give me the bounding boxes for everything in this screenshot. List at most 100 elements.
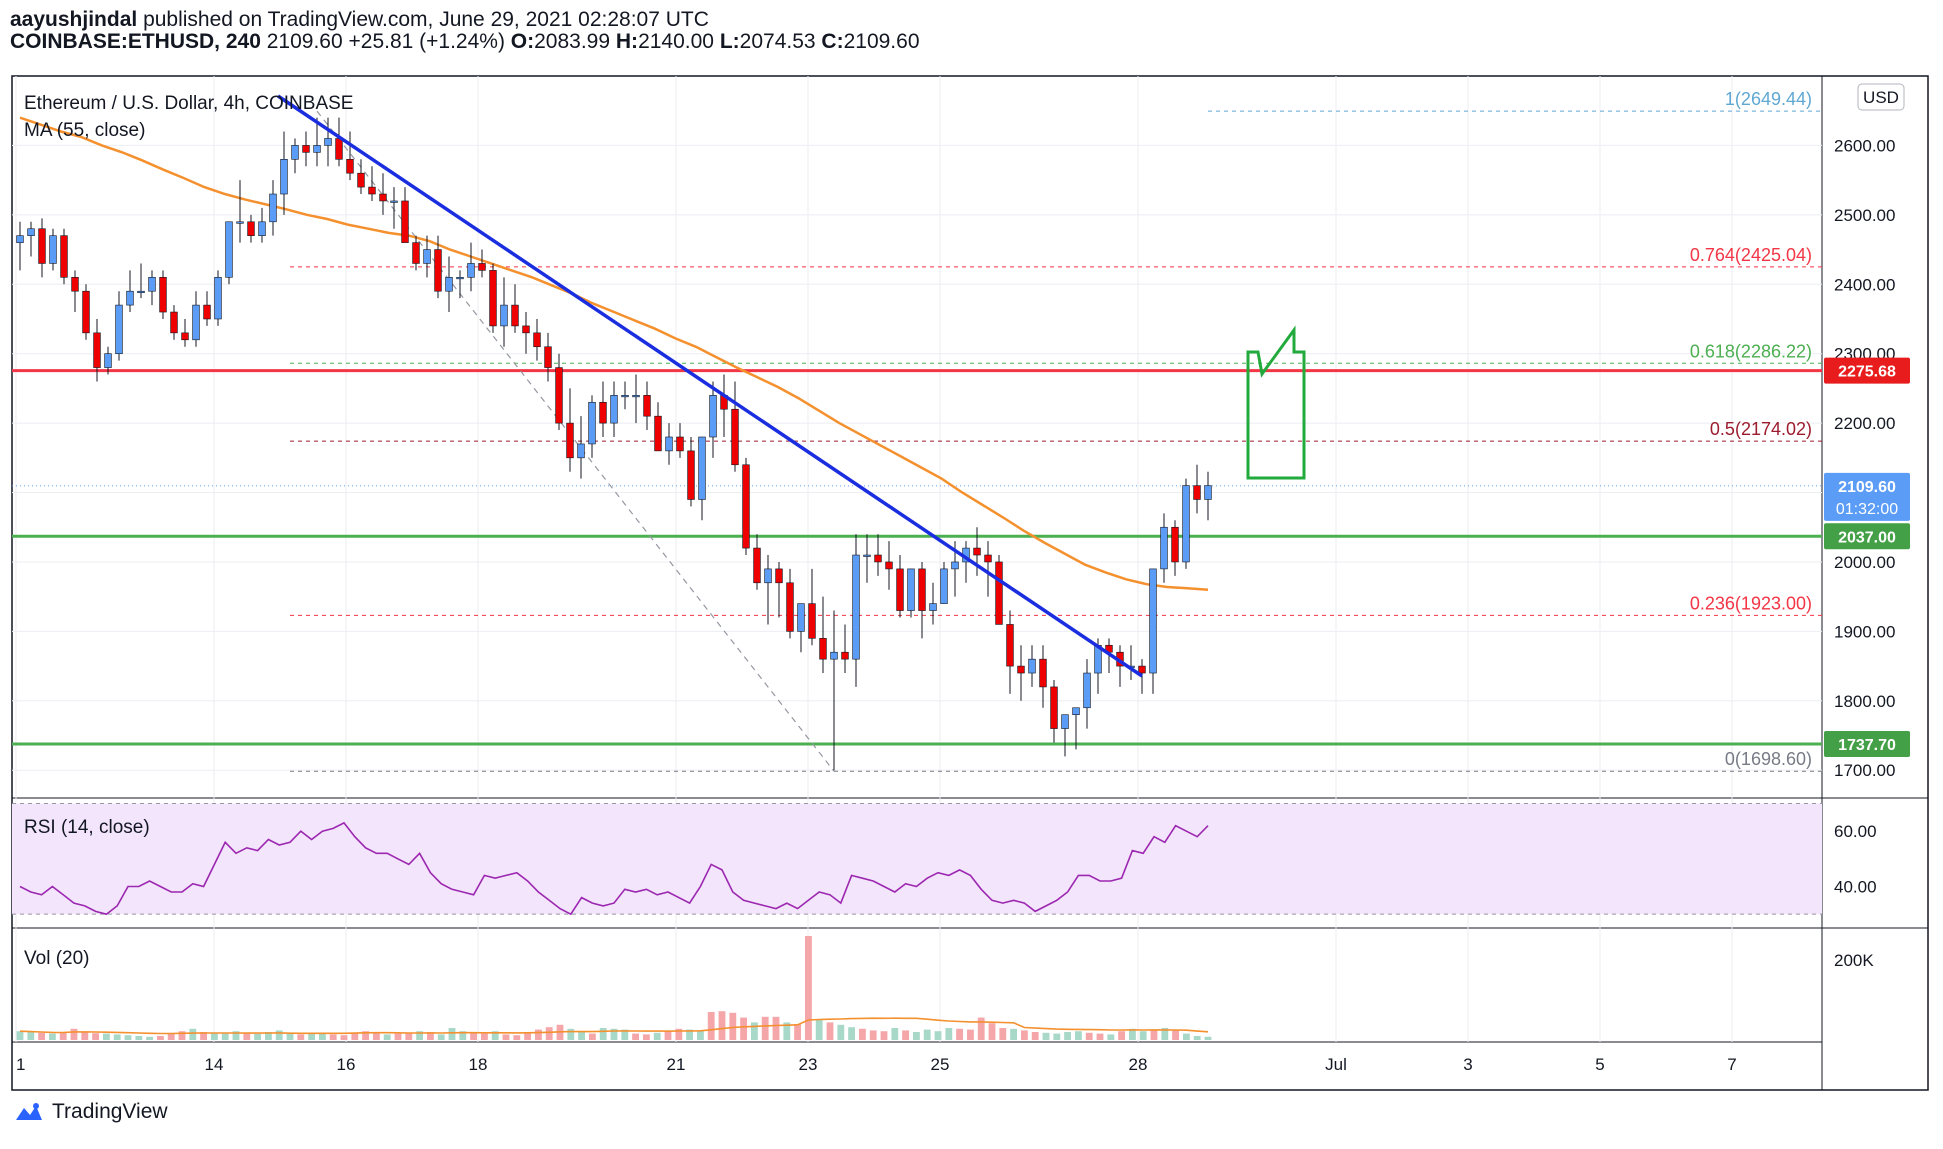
- volume-bar: [761, 1016, 769, 1040]
- volume-bar: [470, 1032, 478, 1040]
- candle-body: [522, 325, 530, 334]
- volume-bar: [912, 1032, 920, 1040]
- tradingview-brand: TradingView: [52, 1100, 168, 1123]
- volume-bar: [243, 1032, 251, 1040]
- candle: [819, 596, 827, 674]
- candle: [610, 381, 618, 437]
- candle: [170, 305, 178, 340]
- candle: [775, 561, 783, 618]
- candle-body: [984, 554, 992, 563]
- candle-body: [555, 367, 563, 424]
- candle-body: [346, 159, 354, 174]
- volume-bar: [1074, 1031, 1082, 1040]
- candle: [346, 131, 354, 181]
- volume-bar: [1118, 1031, 1126, 1040]
- candle-body: [93, 332, 101, 368]
- candle-body: [489, 270, 497, 327]
- candle-body: [709, 395, 717, 438]
- candle: [335, 117, 343, 167]
- volume-bar: [1204, 1036, 1212, 1040]
- volume-bar: [308, 1032, 316, 1040]
- volume-bar: [437, 1034, 445, 1040]
- candle-body: [203, 304, 211, 320]
- candle: [907, 568, 915, 618]
- volume-bar: [858, 1028, 866, 1040]
- candle: [577, 416, 585, 479]
- candle-body: [379, 193, 387, 202]
- currency-button[interactable]: [1857, 83, 1905, 111]
- resistance-tag: 2275.68: [1824, 357, 1910, 384]
- support-tag-upper-bg: [1824, 523, 1910, 550]
- candle-body: [412, 242, 420, 264]
- candle-body: [137, 290, 145, 294]
- price-tick-label: 2200.00: [1834, 414, 1895, 433]
- support-tag-lower-bg: [1824, 731, 1910, 758]
- moving-average: [19, 116, 1209, 591]
- candle-body: [104, 353, 112, 368]
- time-axis: 1 14 16 18 21 23 25 28 Jul 3 5 7: [16, 1055, 1737, 1074]
- candle: [368, 166, 376, 201]
- candle: [1116, 645, 1124, 687]
- volume-bar: [394, 1033, 402, 1040]
- price-tick-label: 2000.00: [1834, 553, 1895, 572]
- volume-bar: [740, 1017, 748, 1040]
- support-tag-lower: 1737.70: [1824, 731, 1910, 758]
- candle-body: [390, 200, 398, 203]
- volume-bar: [729, 1012, 737, 1040]
- volume-bar: [210, 1032, 218, 1040]
- candle: [698, 436, 706, 521]
- price-axis: 2600.002500.002400.002300.002200.002100.…: [1834, 136, 1895, 780]
- symbol-ohlc-line: COINBASE:ETHUSD, 240 2109.60 +25.81 (+1.…: [10, 30, 920, 54]
- candle-body: [830, 651, 838, 660]
- candle: [852, 534, 860, 687]
- symbol: COINBASE:ETHUSD, 240: [10, 30, 261, 53]
- ma-legend[interactable]: MA (55, close): [24, 120, 145, 141]
- volume-bar: [459, 1031, 467, 1040]
- fib-anchor-line: [316, 110, 835, 772]
- candle-body: [852, 554, 860, 660]
- volume-bar: [966, 1029, 974, 1040]
- volume-bar: [642, 1034, 650, 1040]
- time-tick-label: 18: [469, 1055, 488, 1074]
- candle: [1171, 520, 1179, 576]
- candle: [764, 555, 772, 625]
- candle: [357, 159, 365, 195]
- candle-body: [192, 304, 200, 341]
- candle-body: [511, 304, 519, 327]
- candle-body: [863, 554, 871, 557]
- candle-body: [247, 221, 255, 236]
- volume-bar: [664, 1030, 672, 1040]
- candle-body: [819, 638, 827, 660]
- candle-body: [1138, 665, 1146, 674]
- volume-bar: [38, 1032, 46, 1040]
- candle: [434, 235, 442, 299]
- countdown-text: 01:32:00: [1836, 501, 1898, 518]
- price-tick-label: 1800.00: [1834, 692, 1895, 711]
- volume-bar: [837, 1024, 845, 1040]
- candle: [621, 381, 629, 410]
- candle-body: [643, 395, 651, 417]
- candle: [115, 291, 123, 361]
- candle-body: [269, 193, 277, 223]
- candle: [599, 381, 607, 437]
- candle: [60, 228, 68, 285]
- volume-bar: [945, 1028, 953, 1040]
- candle-body: [71, 277, 79, 292]
- tradingview-footer[interactable]: TradingView: [14, 1100, 168, 1124]
- rsi-legend[interactable]: RSI (14, close): [24, 817, 150, 838]
- volume-bar: [297, 1034, 305, 1040]
- volume-bar: [1107, 1034, 1115, 1040]
- candle: [973, 527, 981, 576]
- price-tick-label: 1900.00: [1834, 622, 1895, 641]
- time-tick-label: 3: [1463, 1055, 1472, 1074]
- vol-legend[interactable]: Vol (20): [24, 948, 89, 969]
- volume-bar: [783, 1022, 791, 1040]
- rsi-line: [19, 821, 1209, 916]
- author-name[interactable]: aayushjindal: [10, 8, 138, 31]
- candle: [632, 374, 640, 424]
- candle: [500, 277, 508, 347]
- candle-body: [610, 395, 618, 424]
- candle-body: [280, 159, 288, 195]
- price-tick-label: 1700.00: [1834, 761, 1895, 780]
